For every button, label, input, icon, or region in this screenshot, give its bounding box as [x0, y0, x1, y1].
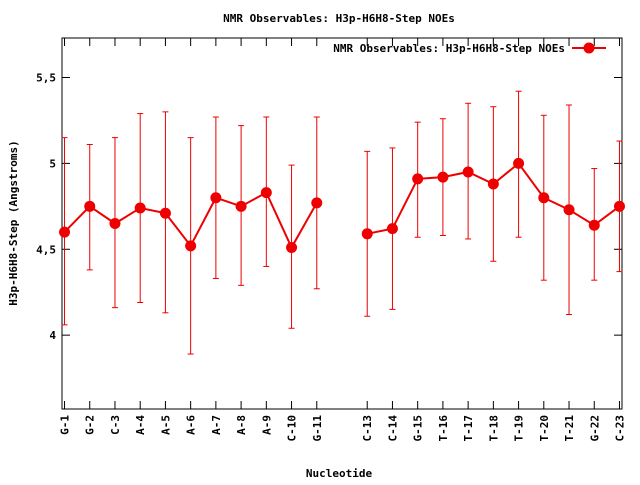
y-tick-label: 5	[49, 157, 56, 170]
x-tick-label: G-15	[412, 415, 425, 442]
x-tick-label: A-6	[185, 415, 198, 435]
data-point	[462, 166, 474, 178]
y-axis-label: H3p-H6H8-Step (Angstroms)	[7, 140, 20, 306]
data-point	[563, 204, 575, 216]
x-tick-label: C-10	[286, 415, 299, 442]
y-tick-label: 4	[49, 329, 56, 342]
x-tick-label: A-4	[134, 415, 147, 435]
x-tick-label: T-19	[513, 415, 526, 442]
data-point	[513, 157, 525, 169]
x-tick-label: T-17	[462, 415, 475, 442]
x-tick-label: A-9	[260, 415, 273, 435]
x-tick-label: T-20	[538, 415, 551, 442]
data-point	[134, 202, 146, 214]
x-tick-label: G-1	[59, 415, 72, 435]
x-tick-label: T-18	[487, 415, 500, 442]
x-tick-label: G-22	[588, 415, 601, 442]
x-tick-label: C-3	[109, 415, 122, 435]
data-point	[487, 178, 499, 190]
data-points	[59, 157, 625, 254]
y-axis: 4 4,5 5 5,5	[36, 72, 622, 342]
x-tick-label: G-11	[311, 415, 324, 442]
x-tick-label: G-2	[84, 415, 97, 435]
x-tick-label: T-16	[437, 415, 450, 442]
data-point	[109, 218, 121, 229]
data-point	[361, 228, 373, 240]
y-tick-label: 5,5	[36, 72, 56, 85]
data-point	[159, 207, 171, 219]
x-tick-label: A-7	[210, 415, 223, 435]
x-tick-label: A-5	[159, 415, 172, 435]
x-axis: G-1 G-2 C-3 A-4 A-5 A-6 A-7 A-8 A-9 C-10 G-11 C-13 C…	[59, 38, 626, 442]
legend-marker-swatch	[583, 42, 595, 54]
x-axis-label: Nucleotide	[306, 467, 373, 480]
data-point	[84, 200, 96, 212]
plot-frame	[61, 37, 623, 410]
x-tick-label: T-21	[563, 415, 576, 442]
legend-label: NMR Observables: H3p-H6H8-Step NOEs	[333, 42, 565, 55]
data-point	[59, 226, 71, 238]
data-point	[412, 173, 424, 185]
series-lines	[63, 161, 621, 250]
x-tick-label: C-23	[613, 415, 626, 442]
data-point	[538, 192, 550, 204]
legend: NMR Observables: H3p-H6H8-Step NOEs	[333, 42, 606, 55]
data-point	[235, 200, 247, 212]
chart-title: NMR Observables: H3p-H6H8-Step NOEs	[223, 12, 455, 25]
data-point	[437, 171, 449, 183]
data-point	[185, 240, 197, 252]
y-tick-label: 4,5	[36, 243, 56, 256]
data-point	[210, 192, 222, 204]
x-tick-label: C-13	[361, 415, 374, 442]
data-point	[260, 187, 272, 199]
data-point	[386, 223, 398, 235]
x-tick-label: A-8	[235, 415, 248, 435]
x-tick-label: C-14	[386, 415, 399, 442]
data-point	[613, 200, 625, 212]
data-point	[588, 219, 600, 231]
data-point	[311, 197, 323, 209]
data-point	[286, 242, 298, 254]
error-bars	[61, 90, 623, 355]
